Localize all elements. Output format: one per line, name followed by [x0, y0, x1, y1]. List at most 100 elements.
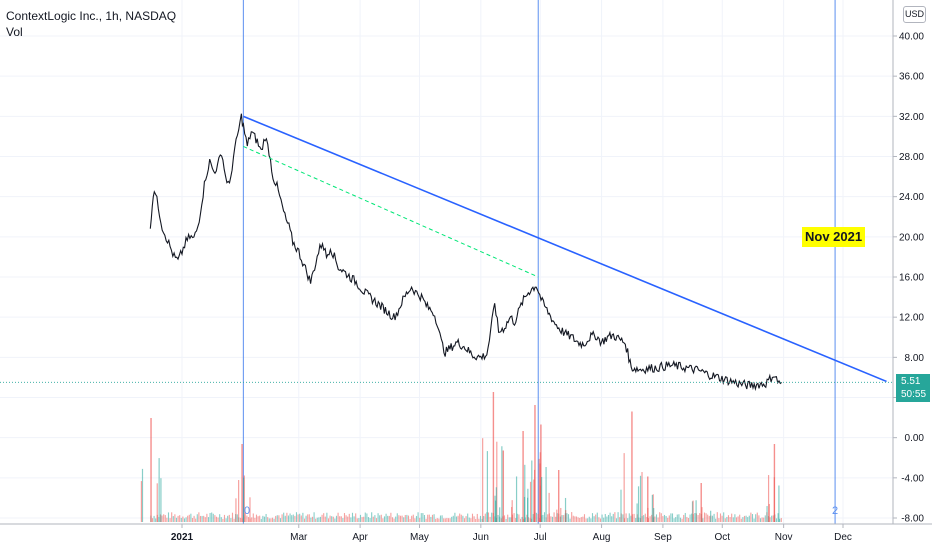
- vertical-date-lines[interactable]: [242, 0, 836, 524]
- volume-bar: [484, 513, 486, 522]
- volume-bar: [588, 516, 590, 522]
- volume-bar: [244, 513, 246, 522]
- symbol-title[interactable]: ContextLogic Inc., 1h, NASDAQ: [6, 9, 177, 23]
- volume-bar: [287, 515, 290, 522]
- volume-bar: [204, 517, 206, 522]
- volume-bar: [273, 518, 275, 522]
- dashed-trendline[interactable]: [243, 146, 539, 278]
- volume-bar: [691, 513, 693, 522]
- volume-bar: [411, 515, 413, 522]
- volume-bar: [482, 438, 484, 522]
- y-tick-label: 36.00: [899, 72, 924, 83]
- volume-bar: [183, 518, 186, 522]
- volume-bar: [603, 517, 605, 522]
- downtrend-line[interactable]: [243, 115, 887, 383]
- volume-bar: [199, 515, 202, 522]
- volume-bar: [423, 515, 426, 522]
- volume-bar: [545, 467, 547, 522]
- volume-bar: [718, 518, 720, 522]
- volume-bar: [671, 513, 674, 522]
- volume-bar: [391, 517, 394, 522]
- volume-bar: [235, 498, 237, 522]
- volume-bar: [683, 514, 685, 522]
- volume-bar: [539, 463, 541, 522]
- time-axis[interactable]: 2021 Mar Apr May Jun Jul Aug Sep Oct Nov Dec: [0, 523, 932, 543]
- volume-bar: [427, 514, 429, 522]
- volume-bar: [550, 516, 552, 522]
- y-tick-label: -8.00: [901, 514, 924, 525]
- volume-bar: [496, 441, 498, 522]
- volume-bar: [676, 514, 678, 522]
- volume-bar: [497, 514, 499, 522]
- volume-bar: [495, 487, 497, 522]
- volume-bar: [439, 515, 442, 522]
- volume-bar: [315, 518, 317, 522]
- volume-bar: [574, 516, 576, 522]
- volume-bar: [601, 514, 603, 522]
- x-tick-label: Nov: [775, 532, 793, 543]
- volume-bar: [547, 514, 549, 522]
- volume-bar: [140, 481, 143, 522]
- volume-bar: [691, 501, 694, 522]
- volume-bar: [335, 515, 338, 522]
- volume-bar: [342, 518, 344, 522]
- nov-2021-annotation[interactable]: Nov 2021: [802, 227, 866, 247]
- volume-bar: [348, 513, 350, 522]
- volume-bar: [473, 516, 475, 522]
- volume-bar: [299, 513, 301, 522]
- volume-spike: [492, 392, 495, 522]
- volume-bar: [399, 515, 402, 522]
- volume-bar: [780, 518, 782, 522]
- volume-bar: [753, 518, 755, 522]
- volume-bar: [519, 518, 522, 522]
- y-tick-label: -4.00: [901, 473, 924, 484]
- x-tick-label: Aug: [593, 532, 611, 543]
- volume-bar: [745, 515, 747, 522]
- volume-bar: [748, 515, 750, 522]
- volume-bar: [555, 516, 557, 522]
- volume-bar: [761, 517, 763, 522]
- volume-bar: [417, 512, 419, 522]
- volume-study-label[interactable]: Vol: [6, 25, 23, 39]
- last-price-tag: 5.51 50:55: [896, 374, 930, 402]
- volume-bar: [665, 515, 667, 522]
- volume-bar: [353, 516, 355, 522]
- volume-bar: [465, 516, 467, 522]
- volume-bar: [758, 515, 760, 522]
- volume-bar: [451, 516, 453, 522]
- volume-bar: [598, 517, 600, 522]
- volume-bar: [355, 513, 357, 522]
- volume-bar: [359, 514, 362, 522]
- volume-bar: [565, 510, 567, 522]
- volume-bar: [455, 516, 458, 522]
- volume-bar: [343, 513, 346, 522]
- volume-bar: [454, 512, 456, 522]
- volume-bar: [527, 497, 529, 522]
- volume-bar: [238, 480, 240, 522]
- volume-bar: [534, 469, 536, 522]
- volume-bar: [617, 512, 619, 522]
- x-tick-label: May: [410, 532, 429, 543]
- volume-bar: [390, 512, 392, 522]
- price-axis[interactable]: 40.00 36.00 32.00 28.00 24.00 20.00 16.00 12.00…: [892, 0, 924, 525]
- volume-bar: [374, 515, 376, 522]
- volume-bar: [628, 513, 630, 522]
- volume-bar: [684, 512, 686, 522]
- volume-bar: [195, 518, 197, 522]
- volume-bar: [375, 518, 378, 522]
- currency-badge[interactable]: USD: [903, 6, 926, 23]
- volume-bar: [523, 496, 526, 522]
- volume-bar: [579, 517, 581, 522]
- volume-bar: [471, 513, 474, 522]
- volume-bar: [294, 515, 296, 522]
- volume-bar: [633, 513, 635, 522]
- volume-bar: [190, 513, 192, 522]
- volume-bar: [163, 514, 165, 522]
- volume-bar: [659, 512, 661, 522]
- volume-bar: [612, 513, 614, 522]
- volume-bar: [185, 517, 187, 522]
- volume-bar: [187, 515, 189, 522]
- volume-bar: [727, 515, 730, 522]
